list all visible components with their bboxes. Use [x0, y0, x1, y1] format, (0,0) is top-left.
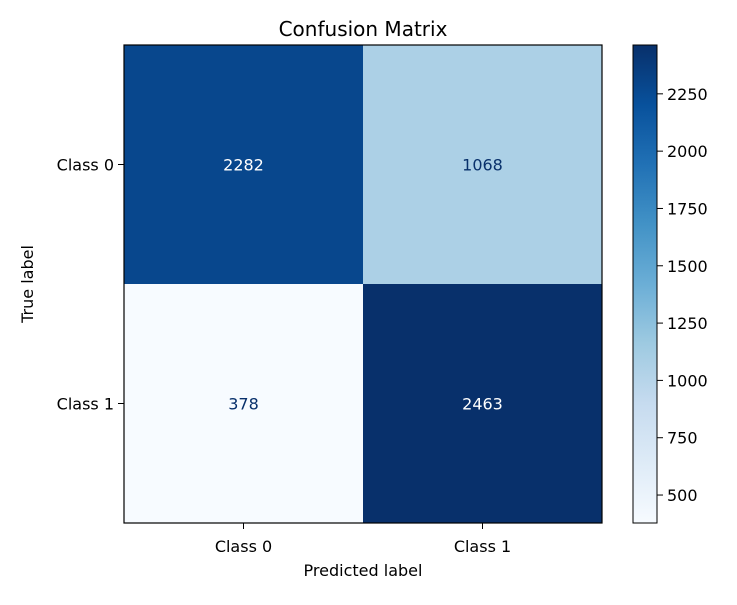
heatmap-cell-r1-c0 — [124, 284, 363, 523]
y-tick-label: Class 1 — [57, 395, 114, 414]
colorbar: 500 750 1000 1250 1500 1750 2000 2250 — [632, 44, 708, 524]
colorbar-ticks: 500 750 1000 1250 1500 1750 2000 2250 — [657, 85, 708, 505]
x-tick-label: Class 1 — [454, 537, 511, 556]
cell-value-label: 2282 — [223, 156, 264, 175]
colorbar-tick-label: 750 — [667, 429, 698, 448]
colorbar-tick-label: 2250 — [667, 85, 708, 104]
y-axis-label: True label — [18, 245, 37, 324]
heatmap-cells: 2282 1068 378 2463 — [124, 45, 602, 523]
colorbar-tick-label: 1000 — [667, 371, 708, 390]
heatmap-cell-r1-c1 — [363, 284, 602, 523]
x-axis-label: Predicted label — [304, 561, 423, 580]
heatmap-cell-r0-c1 — [363, 45, 602, 284]
colorbar-tick-label: 1750 — [667, 199, 708, 218]
colorbar-frame — [632, 44, 658, 524]
colorbar-tick-label: 1500 — [667, 257, 708, 276]
chart-title: Confusion Matrix — [279, 17, 448, 41]
cell-value-label: 378 — [228, 395, 259, 414]
plot-frame — [123, 44, 603, 524]
colorbar-tick-label: 1250 — [667, 314, 708, 333]
y-tick-label: Class 0 — [57, 156, 114, 175]
y-axis-ticks: Class 0 Class 1 — [57, 156, 124, 414]
colorbar-gradient — [633, 45, 657, 523]
cell-value-label: 2463 — [462, 395, 503, 414]
colorbar-tick-label: 2000 — [667, 142, 708, 161]
x-axis-ticks: Class 0 Class 1 — [215, 523, 511, 556]
colorbar-tick-label: 500 — [667, 486, 698, 505]
heatmap-cell-r0-c0 — [124, 45, 363, 284]
x-tick-label: Class 0 — [215, 537, 272, 556]
cell-value-label: 1068 — [462, 156, 503, 175]
